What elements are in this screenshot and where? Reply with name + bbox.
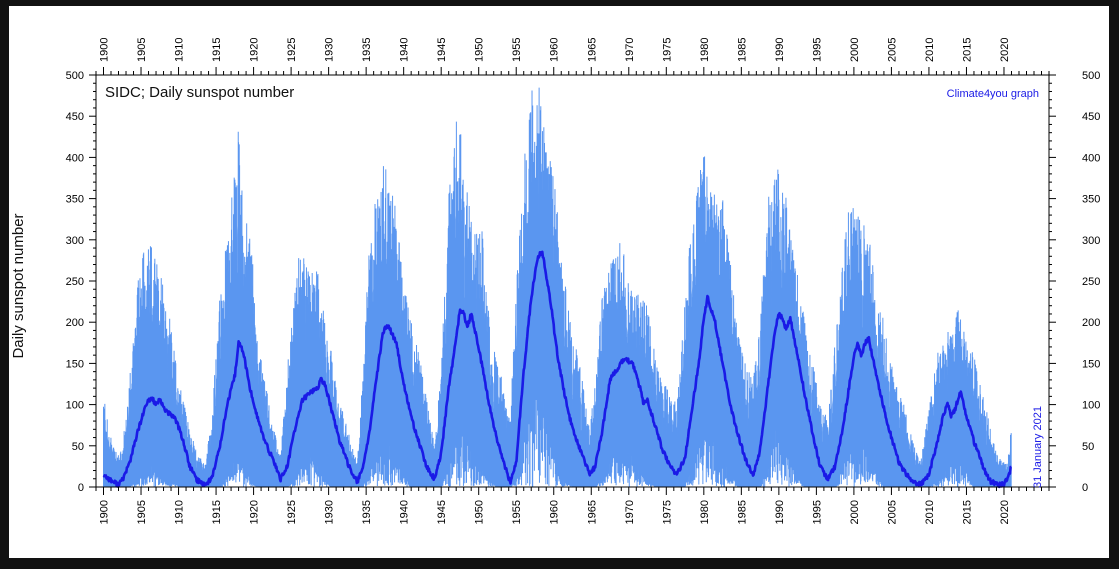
y-tick-label-right-300: 300: [1082, 235, 1100, 247]
y-tick-label-left-250: 250: [66, 276, 84, 288]
x-tick-label-top-1925: 1925: [286, 38, 298, 62]
x-tick-label-top-1995: 1995: [811, 38, 823, 62]
x-tick-label-bottom-1915: 1915: [211, 500, 223, 524]
y-tick-label-left-350: 350: [66, 194, 84, 206]
x-tick-label-bottom-1975: 1975: [661, 500, 673, 524]
x-tick-label-top-1935: 1935: [361, 38, 373, 62]
x-tick-label-bottom-1995: 1995: [811, 500, 823, 524]
x-tick-label-bottom-2015: 2015: [961, 500, 973, 524]
x-tick-label-bottom-2020: 2020: [999, 500, 1011, 524]
y-tick-label-left-500: 500: [66, 70, 84, 82]
y-tick-label-right-450: 450: [1082, 111, 1100, 123]
x-tick-label-top-1905: 1905: [136, 38, 148, 62]
x-tick-label-bottom-1935: 1935: [361, 500, 373, 524]
x-tick-label-top-1930: 1930: [324, 38, 336, 62]
y-tick-label-left-450: 450: [66, 111, 84, 123]
x-tick-label-top-1945: 1945: [436, 38, 448, 62]
y-tick-label-right-400: 400: [1082, 152, 1100, 164]
x-tick-label-top-1950: 1950: [474, 38, 486, 62]
chart-panel: 1900 1900 1905 1905 1910 1910 1915 1915 1920 1920…: [9, 6, 1109, 558]
x-tick-label-bottom-1920: 1920: [249, 500, 261, 524]
x-tick-label-bottom-1905: 1905: [136, 500, 148, 524]
y-tick-label-right-500: 500: [1082, 70, 1100, 82]
x-tick-label-top-1915: 1915: [211, 38, 223, 62]
x-tick-label-bottom-1955: 1955: [511, 500, 523, 524]
x-tick-label-bottom-2005: 2005: [886, 500, 898, 524]
smoothed-sunspot-series: [102, 250, 1012, 489]
x-tick-label-bottom-1965: 1965: [586, 500, 598, 524]
y-tick-label-left-300: 300: [66, 235, 84, 247]
y-tick-label-right-200: 200: [1082, 317, 1100, 329]
x-tick-label-bottom-1900: 1900: [99, 500, 111, 524]
x-tick-label-top-1910: 1910: [174, 38, 186, 62]
chart-title: SIDC; Daily sunspot number: [105, 84, 294, 101]
x-tick-label-top-1985: 1985: [736, 38, 748, 62]
x-tick-label-top-1990: 1990: [774, 38, 786, 62]
x-tick-label-bottom-1945: 1945: [436, 500, 448, 524]
y-tick-label-right-100: 100: [1082, 400, 1100, 412]
x-tick-label-top-1965: 1965: [586, 38, 598, 62]
date-annotation: 31 January 2021: [1032, 406, 1044, 488]
x-tick-label-bottom-1925: 1925: [286, 500, 298, 524]
y-tick-label-right-50: 50: [1082, 441, 1094, 453]
x-tick-label-bottom-1970: 1970: [624, 500, 636, 524]
axes-layer: 1900 1900 1905 1905 1910 1910 1915 1915 1920 1920…: [66, 38, 1101, 525]
x-tick-label-top-1940: 1940: [399, 38, 411, 62]
credit-label: Climate4you graph: [947, 88, 1039, 100]
x-tick-label-bottom-1980: 1980: [699, 500, 711, 524]
x-tick-label-top-2010: 2010: [924, 38, 936, 62]
x-tick-label-top-2020: 2020: [999, 38, 1011, 62]
smoothed-series-layer: [102, 250, 1012, 489]
y-tick-label-left-200: 200: [66, 317, 84, 329]
x-tick-label-top-1970: 1970: [624, 38, 636, 62]
x-tick-label-bottom-1960: 1960: [549, 500, 561, 524]
y-tick-label-left-50: 50: [72, 441, 84, 453]
x-tick-label-top-2015: 2015: [961, 38, 973, 62]
x-tick-label-bottom-1910: 1910: [174, 500, 186, 524]
x-tick-label-top-1980: 1980: [699, 38, 711, 62]
x-tick-label-top-1920: 1920: [249, 38, 261, 62]
y-tick-label-right-350: 350: [1082, 194, 1100, 206]
x-tick-label-bottom-1990: 1990: [774, 500, 786, 524]
x-tick-label-bottom-1985: 1985: [736, 500, 748, 524]
x-tick-label-top-1960: 1960: [549, 38, 561, 62]
y-axis-label: Daily sunspot number: [10, 213, 27, 358]
y-tick-label-left-400: 400: [66, 152, 84, 164]
x-tick-label-top-1975: 1975: [661, 38, 673, 62]
x-tick-label-top-1900: 1900: [99, 38, 111, 62]
y-tick-label-left-100: 100: [66, 400, 84, 412]
y-tick-label-right-150: 150: [1082, 358, 1100, 370]
y-tick-label-right-250: 250: [1082, 276, 1100, 288]
x-tick-label-bottom-1940: 1940: [399, 500, 411, 524]
x-tick-label-top-2005: 2005: [886, 38, 898, 62]
y-tick-label-left-150: 150: [66, 358, 84, 370]
x-tick-label-top-2000: 2000: [849, 38, 861, 62]
x-tick-label-bottom-1930: 1930: [324, 500, 336, 524]
y-tick-label-right-0: 0: [1082, 482, 1088, 494]
x-tick-label-bottom-2000: 2000: [849, 500, 861, 524]
x-tick-label-bottom-1950: 1950: [474, 500, 486, 524]
y-tick-label-left-0: 0: [78, 482, 84, 494]
x-tick-label-bottom-2010: 2010: [924, 500, 936, 524]
sunspot-chart: 1900 1900 1905 1905 1910 1910 1915 1915 1920 1920…: [10, 38, 1101, 525]
x-tick-label-top-1955: 1955: [511, 38, 523, 62]
